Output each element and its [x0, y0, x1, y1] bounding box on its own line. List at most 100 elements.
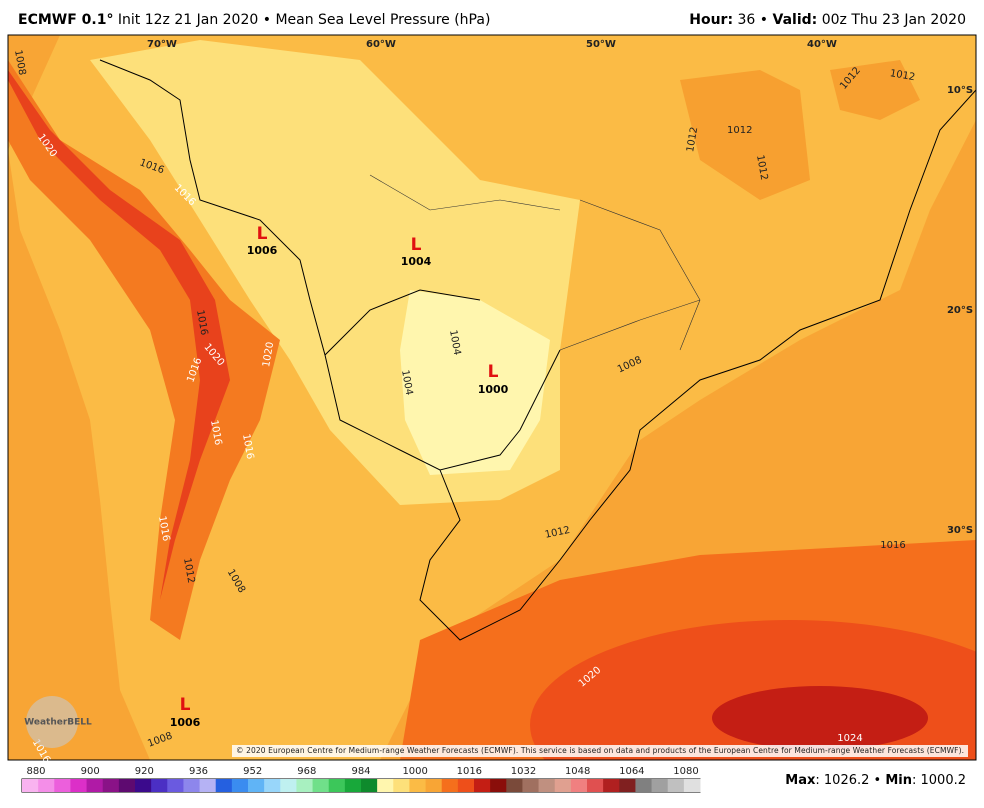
- low-value: 1004: [401, 255, 432, 268]
- colorbar-swatch: [619, 779, 636, 792]
- colorbar-swatch: [102, 779, 120, 792]
- low-value: 1000: [478, 383, 509, 396]
- colorbar-swatch: [474, 779, 491, 792]
- colorbar-swatch: [667, 779, 685, 792]
- colorbar-swatch: [441, 779, 459, 792]
- colorbar-swatch: [199, 779, 217, 792]
- colorbar-swatch: [296, 779, 314, 792]
- contour-label: 1016: [156, 515, 171, 542]
- map: 70°W 60°W 50°W 40°W 10°S 20°S 30°S 1008 …: [7, 34, 977, 765]
- colorbar-swatch: [135, 779, 152, 792]
- colorbar-swatch: [248, 779, 265, 792]
- colorbar-label: 1016: [457, 766, 482, 777]
- colorbar-swatch: [570, 779, 588, 792]
- colorbar-label: 952: [243, 766, 262, 777]
- colorbar-swatch: [86, 779, 104, 792]
- colorbar-swatch: [522, 779, 540, 792]
- colorbar-swatch: [54, 779, 71, 792]
- lat-label: 10°S: [947, 85, 973, 96]
- logo: WeatherBELL: [24, 718, 92, 728]
- pressure-1012: [680, 60, 920, 200]
- colorbar-swatch: [377, 779, 394, 792]
- copyright: © 2020 European Centre for Medium-range …: [236, 746, 964, 755]
- colorbar-swatch: [344, 779, 362, 792]
- lat-label: 30°S: [947, 525, 973, 536]
- contour-label: 1016: [194, 309, 209, 336]
- colorbar-swatch: [22, 779, 39, 792]
- max-min: Max: 1026.2 • Min: 1000.2: [785, 773, 966, 788]
- contour-label: 1024: [837, 733, 862, 744]
- colorbar-swatch: [280, 779, 297, 792]
- title: ECMWF 0.1° Init 12z 21 Jan 2020 • Mean S…: [18, 12, 490, 28]
- colorbar-label: 900: [81, 766, 100, 777]
- colorbar-swatch: [635, 779, 653, 792]
- colorbar-swatch: [264, 779, 281, 792]
- contour-label: 1016: [240, 433, 255, 460]
- colorbar-swatch: [312, 779, 330, 792]
- colorbar-swatch: [683, 779, 701, 792]
- contour-label: 1016: [208, 419, 223, 446]
- valid-info: Hour: 36 • Valid: 00z Thu 23 Jan 2020: [689, 12, 966, 28]
- colorbar-swatch: [457, 779, 475, 792]
- low-symbol: L: [488, 362, 499, 382]
- colorbar-swatch: [38, 779, 55, 792]
- colorbar-label: 1080: [673, 766, 698, 777]
- logo-icon: [26, 696, 78, 748]
- low-value: 1006: [170, 716, 201, 729]
- colorbar-swatch: [425, 779, 443, 792]
- colorbar-swatch: [538, 779, 556, 792]
- colorbar-label: 1048: [565, 766, 590, 777]
- colorbar-swatch: [231, 779, 249, 792]
- colorbar-swatch: [118, 779, 136, 792]
- pressure-1004: [400, 290, 550, 475]
- contour-label: 1012: [889, 68, 916, 83]
- colorbar-swatch: [151, 779, 168, 792]
- colorbar: 880 900 920 936 952 968 984 1000 1016 1032 1048 106…: [21, 766, 701, 793]
- colorbar-swatch: [215, 779, 233, 792]
- map-frame: [7, 34, 977, 761]
- colorbar-swatch: [167, 779, 184, 792]
- contour-label: 1016: [880, 540, 905, 551]
- contour-label: 1012: [181, 557, 196, 584]
- contour-label: 1012: [544, 525, 571, 541]
- colorbar-swatch: [587, 779, 604, 792]
- colorbar-swatch: [554, 779, 572, 792]
- low-symbol: L: [180, 695, 191, 715]
- borders: [99, 59, 976, 641]
- lows: L 1006 L 1004 L 1000 L 1006: [170, 224, 509, 729]
- low-symbol: L: [257, 224, 268, 244]
- contour-label: 1012: [754, 154, 769, 181]
- contour-label: 1020: [261, 341, 276, 368]
- contour-label: 1004: [447, 329, 462, 356]
- contour-label: 1012: [727, 125, 752, 136]
- colorbar-swatch: [506, 779, 523, 792]
- colorbar-label: 984: [351, 766, 370, 777]
- colorbar-label: 968: [297, 766, 316, 777]
- colorbar-label: 920: [135, 766, 154, 777]
- contour-label: 1012: [685, 126, 700, 153]
- colorbar-swatch: [409, 779, 427, 792]
- colorbar-label: 880: [26, 766, 45, 777]
- contour-label: 1004: [399, 369, 414, 396]
- state-borders: [369, 174, 701, 351]
- colorbar-swatch: [393, 779, 410, 792]
- low-value: 1006: [247, 244, 278, 257]
- colorbar-label: 1032: [511, 766, 536, 777]
- colorbar-label: 936: [189, 766, 208, 777]
- copyright-bg: [232, 745, 968, 757]
- colorbar-swatch: [361, 779, 378, 792]
- colorbar-swatch: [651, 779, 669, 792]
- colorbar-label: 1064: [619, 766, 644, 777]
- andes-1016: [8, 60, 280, 640]
- colorbar-swatch: [328, 779, 346, 792]
- low-symbol: L: [411, 235, 422, 255]
- lon-label: 60°W: [366, 39, 396, 50]
- lon-label: 50°W: [586, 39, 616, 50]
- contour-label: 1008: [12, 49, 27, 76]
- colorbar-swatch: [603, 779, 620, 792]
- lon-label: 70°W: [147, 39, 177, 50]
- lat-label: 20°S: [947, 305, 973, 316]
- colorbar-swatch: [490, 779, 507, 792]
- colorbar-swatch: [183, 779, 201, 792]
